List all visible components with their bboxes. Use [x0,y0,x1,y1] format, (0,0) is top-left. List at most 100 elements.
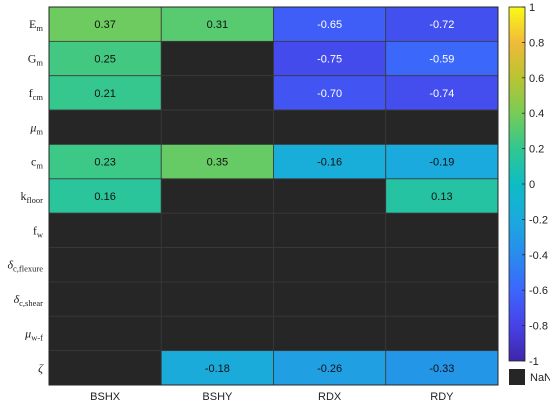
heatmap-cell [160,109,274,145]
heatmap-cell [160,75,274,111]
cell-value-label: -0.65 [317,19,342,31]
row-label-sub: cm [33,92,44,102]
cell-value-label: 0.21 [94,88,115,100]
heatmap-cell [273,109,387,145]
colorbar-tick-label: -1 [529,356,539,368]
column-label: RDX [318,391,342,403]
heatmap-cell [48,247,162,283]
row-label: δc,flexure [7,258,43,274]
heatmap-cell [48,315,162,352]
colorbar-tick-label: 0.2 [529,144,544,156]
heatmap-cell [48,212,162,248]
heatmap-cell [273,247,387,283]
colorbar-tick-label: -0.6 [529,285,548,297]
heatmap-cell [273,281,387,317]
cell-value-label: 0.37 [94,19,115,31]
row-label-main: δ [14,292,20,306]
row-label-sub: floor [26,195,43,205]
heatmap-cell [385,315,499,352]
row-labels: EmGmfcmμmcmkfloorfwδc,flexureδc,shearμw-… [7,17,44,375]
column-label: BSHX [90,391,121,403]
row-label: ζ [38,361,44,375]
row-label-main: f [29,86,33,100]
row-label: fcm [29,86,44,102]
colorbar-tick-label: -0.8 [529,321,548,333]
cell-value-label: -0.75 [317,54,342,66]
row-label-sub: c,flexure [13,264,43,274]
cell-value-label: -0.74 [429,88,454,100]
row-label-sub: m [36,161,43,171]
heatmap-cell [385,350,499,386]
heatmap-cell [160,40,274,77]
row-label-main: δ [7,258,13,272]
row-label-main: μ [29,120,36,134]
column-labels: BSHX BSHY RDX RDY [90,391,454,403]
row-label: δc,shear [14,292,44,308]
row-label: μw-f [24,326,43,342]
row-label: cm [31,155,43,171]
cell-value-label: -0.70 [317,88,342,100]
colorbar-tick-label: 0.4 [529,108,544,120]
cell-value-label: -0.18 [205,363,230,375]
row-label-main: G [28,52,37,66]
heatmap-cell [273,212,387,248]
heatmap-cell [385,178,499,214]
row-label: Gm [28,52,44,68]
heatmap-cell [385,212,499,248]
heatmap-cell [48,6,162,42]
heatmap-cell [273,350,387,386]
cell-value-label: -0.19 [429,157,454,169]
row-label: Em [29,17,43,33]
row-label-main: k [20,189,26,203]
row-label-sub: w [37,229,44,239]
cell-value-label: -0.59 [429,54,454,66]
heatmap-cell [273,40,387,77]
colorbar-tick-label: 0.6 [529,73,544,85]
heatmap-cell [385,109,499,145]
heatmap-cell [160,178,274,214]
heatmap-cell [160,6,274,42]
colorbar-tick-label: -0.4 [529,250,548,262]
cell-value-label: 0.23 [94,157,115,169]
row-label-main: c [31,155,36,169]
cell-value-label: -0.33 [429,363,454,375]
colorbar-tick-label: 0.8 [529,37,544,49]
cell-value-label: 0.16 [94,191,115,203]
row-label-sub: m [36,126,43,136]
row-label-main: E [29,17,36,31]
heatmap-cell [48,350,162,386]
colorbar-tick-label: 1 [529,2,535,14]
row-label: μm [29,120,43,136]
heatmap-cell [160,212,274,248]
row-label-sub: m [36,58,43,68]
heatmap-cell [160,144,274,180]
colorbar: 1 0.8 0.6 0.4 0.2 0 -0.2 -0.4 -0.6 -0.8 -1 NaN [508,2,550,385]
cell-value-label: -0.72 [429,19,454,31]
plot-frame [48,6,499,386]
column-label: RDY [430,391,454,403]
nan-swatch [509,369,525,385]
cell-value-label: -0.16 [317,157,342,169]
heatmap-cell [160,350,274,386]
heatmap-cell [160,281,274,317]
cell-value-label: -0.26 [317,363,342,375]
heatmap-cell [160,315,274,352]
heatmap-cell [160,247,274,283]
row-label: kfloor [20,189,43,205]
cell-value-label: 0.35 [207,157,228,169]
heatmap-cell [385,281,499,317]
heatmap-cell [273,178,387,214]
cell-value-label: 0.31 [207,19,228,31]
heatmap-cell [385,247,499,283]
heatmap-cell [385,75,499,111]
heatmap-cell [273,315,387,352]
heatmap-cell [385,6,499,42]
heatmap-cells: 0.37 0.31 -0.65 -0.72 0.25 -0.75 -0.59 0.21 -0.7… [48,6,499,386]
cell-value-label: 0.13 [431,191,452,203]
colorbar-tick-label: -0.2 [529,214,548,226]
cell-value-label: 0.25 [94,54,115,66]
nan-label: NaN [530,372,550,384]
heatmap-cell [385,144,499,180]
row-label-main: μ [24,326,31,340]
